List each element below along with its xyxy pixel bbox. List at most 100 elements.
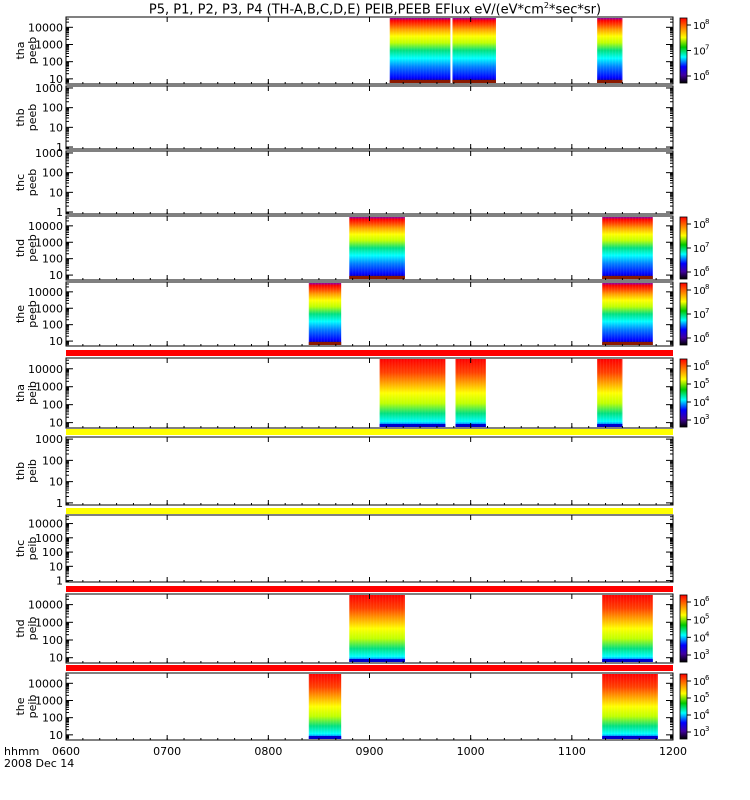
- status-stripe: [66, 350, 673, 356]
- spectrogram-low-band: [452, 80, 496, 83]
- y-label-probe: thb: [14, 462, 27, 480]
- spectrogram-streak: [385, 217, 387, 279]
- y-tick-label: 100: [42, 634, 63, 647]
- spectrogram-block: [379, 359, 446, 427]
- y-tick-label: 10: [49, 73, 63, 86]
- spectrogram-streak: [461, 359, 463, 427]
- spectrogram-streak: [617, 674, 619, 739]
- spectrogram-streak: [617, 217, 619, 279]
- panel-thc-peeb: 1000 100 10 1 thc peeb: [14, 147, 674, 219]
- spectrogram-streak: [373, 217, 375, 279]
- title-main: P5, P1, P2, P3, P4 (TH-A,B,C,D,E) PEIB,P…: [148, 2, 544, 18]
- spectrogram-streak: [355, 217, 357, 279]
- spectrogram-streak: [602, 595, 604, 662]
- spectrogram-streak: [641, 674, 643, 739]
- spectrogram-streak: [608, 595, 610, 662]
- x-tick-label: 1200: [659, 745, 687, 758]
- spectrogram-block: [602, 283, 653, 345]
- title-superscript: 2: [543, 1, 549, 10]
- y-tick-label: 100: [42, 102, 63, 115]
- spectrogram-streak: [427, 359, 429, 427]
- spectrogram-block: [308, 283, 342, 345]
- spectrogram-streak: [400, 595, 402, 662]
- spectrogram-streak: [603, 18, 605, 83]
- colorbar-label-exp: 7: [705, 44, 709, 52]
- y-label-probe: thd: [14, 239, 27, 257]
- plot-title: P5, P1, P2, P3, P4 (TH-A,B,C,D,E) PEIB,P…: [0, 1, 750, 17]
- colorbar-label-base: 10: [693, 220, 706, 231]
- spectrogram-streak: [602, 217, 604, 279]
- y-tick-label: 10: [49, 186, 63, 199]
- date-label: 2008 Dec 14: [4, 757, 74, 770]
- spectrogram-low-band: [389, 80, 451, 83]
- spectrogram-streak: [317, 674, 319, 739]
- spectrogram-streak: [482, 18, 484, 83]
- spectrogram-streak: [644, 217, 646, 279]
- spectrogram-low-band: [379, 424, 446, 427]
- spectrogram-streak: [430, 359, 432, 427]
- spectrogram-streak: [376, 595, 378, 662]
- y-tick-label: 10000: [28, 220, 63, 233]
- spectrogram-streak: [629, 595, 631, 662]
- spectrogram-streak: [632, 217, 634, 279]
- spectrogram-streak: [621, 359, 623, 427]
- colorbar-label-base: 10: [693, 598, 706, 609]
- spectrogram-streak: [392, 18, 394, 83]
- y-tick-label: 10: [49, 269, 63, 282]
- y-tick-label: 100: [42, 454, 63, 467]
- y-tick-label: 10: [49, 335, 63, 348]
- spectrogram-streak: [635, 595, 637, 662]
- spectrogram-streak: [335, 283, 337, 345]
- colorbar-label-exp: 6: [705, 69, 710, 77]
- spectrogram-streak: [361, 595, 363, 662]
- y-label-instrument: peib: [26, 381, 39, 405]
- colorbar-label-base: 10: [693, 310, 706, 321]
- spectrogram-streak: [629, 674, 631, 739]
- spectrogram-streak: [338, 283, 340, 345]
- spectrogram-streak: [428, 18, 430, 83]
- spectrogram-streak: [608, 283, 610, 345]
- spectrogram-streak: [370, 595, 372, 662]
- spectrogram-streak: [612, 18, 614, 83]
- spectrogram-streak: [391, 595, 393, 662]
- spectrogram-streak: [389, 18, 391, 83]
- spectrogram-streak: [629, 217, 631, 279]
- spectrogram-streak: [626, 283, 628, 345]
- y-label-instrument: peeb: [26, 234, 39, 262]
- spectrogram-streak: [361, 217, 363, 279]
- y-tick-label: 10000: [28, 21, 63, 34]
- spectrogram-streak: [638, 595, 640, 662]
- spectrogram-streak: [455, 359, 457, 427]
- colorbar-label-base: 10: [693, 268, 706, 279]
- spectrogram-streak: [644, 674, 646, 739]
- spectrogram-streak: [614, 283, 616, 345]
- colorbar-label-base: 10: [693, 380, 706, 391]
- y-tick-label: 100: [42, 712, 63, 725]
- spectrogram-streak: [600, 359, 602, 427]
- spectrogram-streak: [638, 283, 640, 345]
- spectrogram-streak: [614, 217, 616, 279]
- spectrogram-block: [389, 18, 451, 83]
- status-stripe: [66, 429, 673, 435]
- colorbar-label-base: 10: [693, 616, 706, 627]
- spectrogram-streak: [424, 359, 426, 427]
- panel-frame: [65, 357, 674, 429]
- y-tick-label: 10000: [28, 677, 63, 690]
- spectrogram-streak: [437, 18, 439, 83]
- spectrogram-block: [308, 674, 342, 739]
- spectrogram-streak: [320, 674, 322, 739]
- spectrogram-streak: [400, 217, 402, 279]
- spectrogram-streak: [455, 18, 457, 83]
- spectrogram-streak: [452, 18, 454, 83]
- colorbar-label-exp: 6: [705, 331, 710, 339]
- spectrogram-streak: [612, 359, 614, 427]
- spectrogram-block: [349, 595, 405, 662]
- panel-frame: [65, 85, 674, 150]
- spectrogram-streak: [609, 359, 611, 427]
- colorbar-label-exp: 7: [705, 241, 709, 249]
- spectrogram-block: [455, 359, 486, 427]
